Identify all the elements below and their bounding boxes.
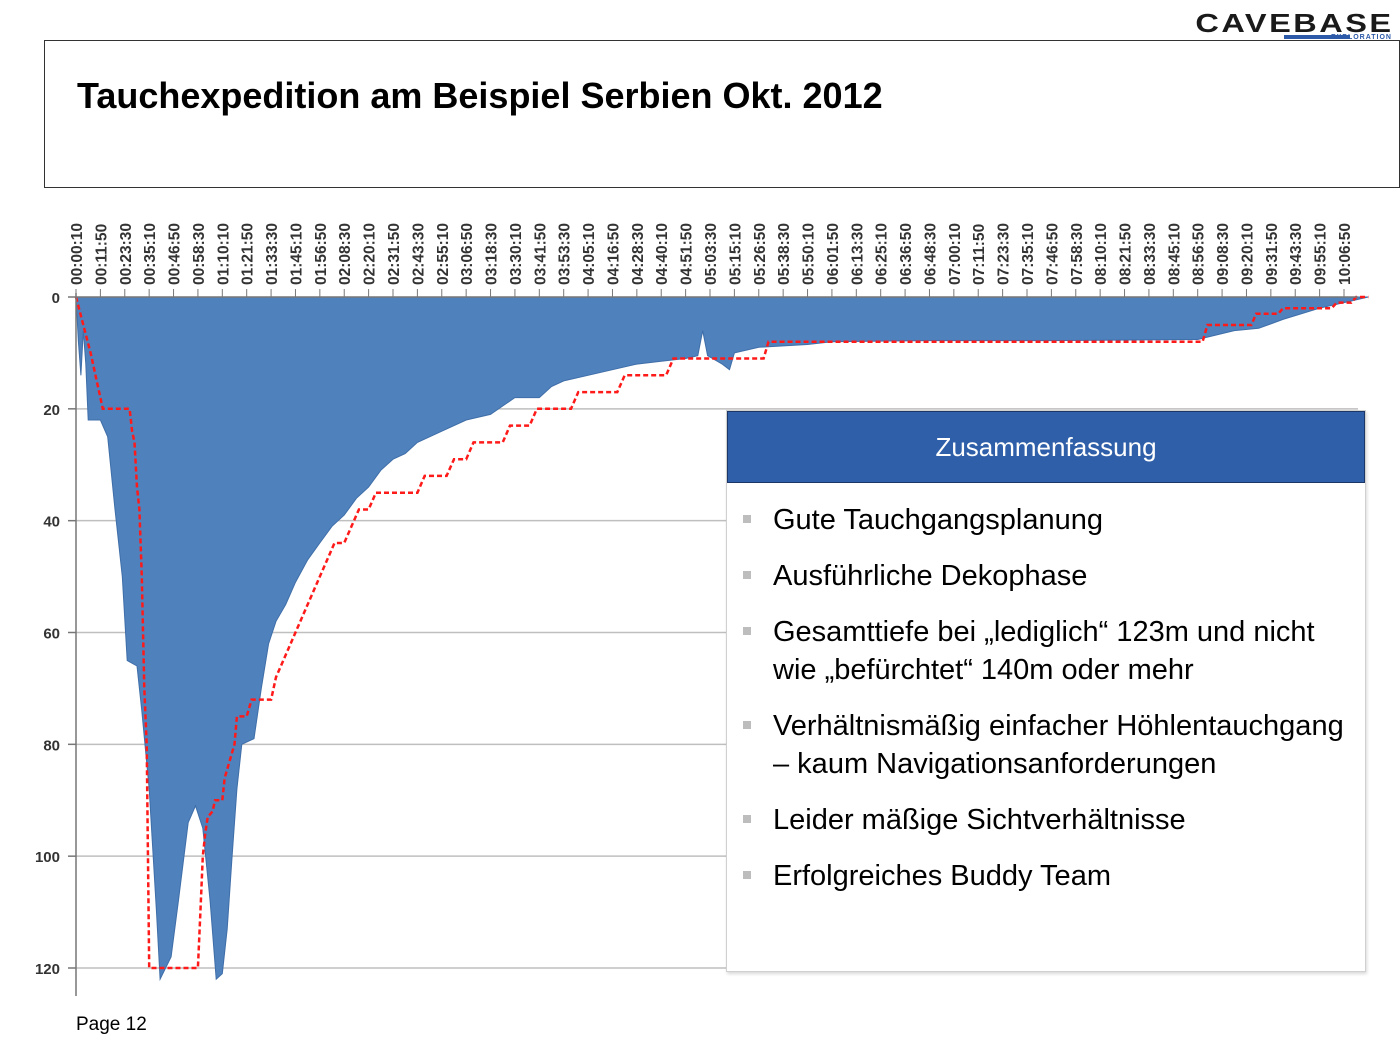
x-tick-label: 05:03:30 — [703, 223, 720, 285]
x-tick-label: 08:33:30 — [1142, 223, 1159, 285]
summary-box: Zusammenfassung Gute Tauchgangsplanung A… — [726, 410, 1366, 972]
logo-accent-bar — [1284, 35, 1350, 39]
summary-item: Gesamttiefe bei „lediglich“ 123m und nic… — [743, 613, 1345, 689]
summary-item-text: Gesamttiefe bei „lediglich“ 123m und nic… — [773, 616, 1315, 686]
cavebase-logo: CAVEBASE EXPLORATION — [1196, 8, 1394, 41]
summary-item-text: Erfolgreiches Buddy Team — [773, 860, 1111, 892]
y-tick-label: 120 — [35, 961, 60, 978]
summary-item-text: Verhältnismäßig einfacher Höhlentauchgan… — [773, 710, 1344, 780]
x-tick-label: 08:21:50 — [1118, 223, 1135, 285]
x-tick-label: 03:30:10 — [508, 223, 525, 285]
x-tick-label: 00:11:50 — [93, 224, 110, 285]
x-tick-label: 05:50:10 — [801, 223, 818, 285]
x-tick-label: 06:36:50 — [898, 223, 915, 285]
x-tick-label: 03:18:30 — [484, 223, 501, 285]
summary-item-text: Ausführliche Dekophase — [773, 560, 1088, 592]
dive-profile-chart: 0 20 40 60 80 100 120 00:00:10 00:11:50 00:23:30 0… — [35, 223, 1369, 996]
x-tick-label: 08:10:10 — [1093, 223, 1110, 285]
x-tick-label: 01:45:10 — [289, 223, 306, 285]
summary-item-text: Gute Tauchgangsplanung — [773, 504, 1104, 536]
x-tick-label: 06:13:30 — [849, 223, 866, 285]
summary-item: Ausführliche Dekophase — [743, 557, 1345, 595]
x-tick-label: 01:33:30 — [264, 223, 281, 285]
bullet-icon — [743, 515, 751, 523]
summary-list: Gute Tauchgangsplanung Ausführliche Deko… — [727, 483, 1365, 895]
x-tick-label: 09:31:50 — [1264, 223, 1281, 285]
x-tick-label: 06:01:50 — [825, 223, 842, 285]
x-tick-label: 05:38:30 — [776, 223, 793, 285]
x-tick-label: 08:45:10 — [1166, 223, 1183, 285]
x-tick-label: 10:06:50 — [1337, 223, 1354, 285]
x-tick-label: 02:31:50 — [386, 223, 403, 285]
x-tick-label: 06:48:30 — [923, 223, 940, 285]
summary-item: Erfolgreiches Buddy Team — [743, 857, 1345, 895]
x-tick-label: 04:28:30 — [630, 223, 647, 285]
bullet-icon — [743, 871, 751, 879]
x-tick-label: 03:53:30 — [557, 223, 574, 285]
y-tick-label: 20 — [43, 402, 60, 419]
x-tick-label: 07:11:50 — [971, 224, 988, 285]
x-tick-label: 02:20:10 — [362, 223, 379, 285]
y-tick-label: 100 — [35, 849, 60, 866]
x-tick-label: 07:00:10 — [947, 223, 964, 285]
y-tick-label: 0 — [52, 290, 60, 307]
page-title: Tauchexpedition am Beispiel Serbien Okt.… — [77, 75, 883, 116]
x-tick-label: 02:43:30 — [410, 223, 427, 285]
logo-wordmark: CAVEBASE — [1195, 8, 1394, 38]
x-tick-label: 01:10:10 — [215, 223, 232, 285]
bullet-icon — [743, 721, 751, 729]
x-tick-label: 01:56:50 — [313, 223, 330, 285]
x-tick-label: 04:40:10 — [654, 223, 671, 285]
summary-header: Zusammenfassung — [727, 411, 1365, 483]
x-tick-label: 04:05:10 — [581, 223, 598, 285]
bullet-icon — [743, 815, 751, 823]
x-tick-label: 03:06:50 — [459, 223, 476, 285]
x-tick-label: 07:46:50 — [1044, 223, 1061, 285]
x-tick-label: 00:46:50 — [167, 223, 184, 285]
x-tick-label: 09:08:30 — [1215, 223, 1232, 285]
x-tick-label: 02:55:10 — [435, 223, 452, 285]
x-tick-label: 02:08:30 — [337, 223, 354, 285]
summary-item: Gute Tauchgangsplanung — [743, 501, 1345, 539]
x-tick-label: 09:20:10 — [1240, 223, 1257, 285]
x-tick-label: 06:25:10 — [874, 223, 891, 285]
x-tick-label: 05:15:10 — [727, 223, 744, 285]
summary-item: Leider mäßige Sichtverhältnisse — [743, 801, 1345, 839]
y-tick-label: 40 — [43, 514, 60, 531]
page-number: Page 12 — [76, 1014, 147, 1035]
summary-item-text: Leider mäßige Sichtverhältnisse — [773, 804, 1186, 836]
x-tick-label: 00:00:10 — [69, 223, 86, 285]
x-tick-label: 03:41:50 — [532, 223, 549, 285]
x-tick-label: 04:16:50 — [606, 223, 623, 285]
x-tick-label: 00:35:10 — [142, 223, 159, 285]
bullet-icon — [743, 627, 751, 635]
x-tick-label: 04:51:50 — [679, 223, 696, 285]
x-tick-label: 01:21:50 — [240, 223, 257, 285]
x-tick-label: 07:23:30 — [996, 223, 1013, 285]
x-tick-label: 05:26:50 — [752, 223, 769, 285]
y-tick-label: 80 — [43, 737, 60, 754]
x-tick-label: 09:55:10 — [1313, 223, 1330, 285]
summary-item: Verhältnismäßig einfacher Höhlentauchgan… — [743, 707, 1345, 783]
logo-tagline: EXPLORATION — [1330, 34, 1392, 41]
deco-plan-line-series — [74, 295, 1369, 970]
x-tick-label: 00:23:30 — [118, 223, 135, 285]
x-tick-label: 08:56:50 — [1191, 223, 1208, 285]
x-tick-label: 07:58:30 — [1069, 223, 1086, 285]
title-box: Tauchexpedition am Beispiel Serbien Okt.… — [44, 40, 1400, 188]
y-tick-label: 60 — [43, 626, 60, 643]
x-tick-label: 00:58:30 — [191, 223, 208, 285]
x-tick-label: 09:43:30 — [1288, 223, 1305, 285]
x-tick-label: 07:35:10 — [1020, 223, 1037, 285]
bullet-icon — [743, 571, 751, 579]
